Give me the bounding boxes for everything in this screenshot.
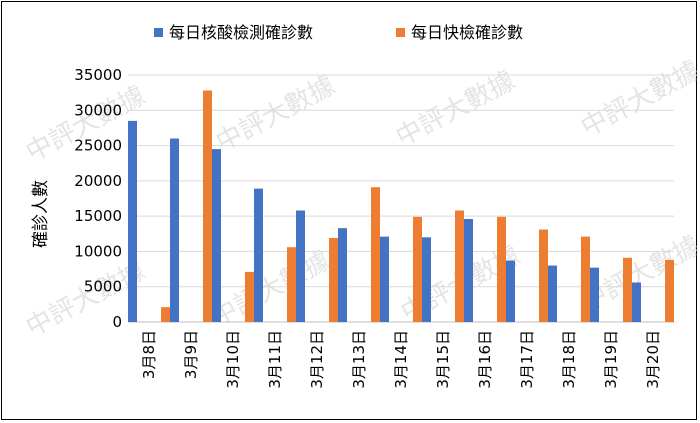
watermark-text: 中評大數據 (206, 246, 335, 334)
legend-label: 每日核酸檢測確診數 (169, 23, 313, 42)
bar-rapid-test (581, 236, 590, 322)
y-tick-label: 0 (112, 313, 122, 331)
bar-nucleic-acid (548, 265, 557, 322)
bar-rapid-test (203, 90, 212, 322)
y-axis-label: 確診人數 (31, 180, 51, 248)
x-tick-label: 3月19日 (602, 330, 620, 389)
bar-nucleic-acid (338, 228, 347, 322)
y-tick-label: 5000 (84, 278, 122, 296)
watermark-text: 中評大數據 (211, 71, 340, 159)
x-tick-label: 3月10日 (224, 330, 242, 389)
bars (128, 90, 674, 322)
x-tick-label: 3月20日 (644, 330, 662, 389)
x-tick-label: 3月16日 (476, 330, 494, 389)
bar-rapid-test (245, 271, 254, 322)
y-tick-label: 10000 (74, 242, 122, 260)
x-tick-label: 3月18日 (560, 330, 578, 389)
bar-rapid-test (623, 257, 632, 322)
bar-nucleic-acid (506, 260, 515, 322)
bar-nucleic-acid (422, 237, 431, 322)
bar-nucleic-acid (170, 138, 179, 322)
legend-label: 每日快檢確診數 (411, 23, 523, 42)
x-tick-label: 3月12日 (308, 330, 326, 389)
bar-nucleic-acid (380, 236, 389, 322)
x-tick-label: 3月17日 (518, 330, 536, 389)
bar-nucleic-acid (128, 120, 137, 322)
y-axis-ticks: 0 5000 10000 15000 20000 25000 30000 35000 (74, 66, 122, 331)
bar-nucleic-acid (212, 149, 221, 322)
x-tick-label: 3月11日 (266, 330, 284, 389)
bar-nucleic-acid (254, 188, 263, 322)
legend-swatch (154, 28, 163, 37)
bar-rapid-test (455, 210, 464, 322)
x-tick-label: 3月15日 (434, 330, 452, 389)
legend-swatch (396, 28, 405, 37)
x-tick-label: 3月8日 (140, 330, 158, 379)
bar-nucleic-acid (296, 210, 305, 322)
bar-nucleic-acid (632, 282, 641, 322)
x-tick-label: 3月13日 (350, 330, 368, 389)
y-tick-label: 25000 (74, 137, 122, 155)
bar-rapid-test (371, 187, 380, 322)
watermark-text: 中評大數據 (576, 56, 698, 144)
y-tick-label: 20000 (74, 172, 122, 190)
bar-rapid-test (665, 259, 674, 322)
bar-rapid-test (413, 216, 422, 322)
bar-nucleic-acid (590, 267, 599, 322)
bar-nucleic-acid (464, 218, 473, 322)
y-tick-label: 35000 (74, 66, 122, 84)
bar-rapid-test (539, 229, 548, 322)
bar-rapid-test (161, 307, 170, 322)
bar-rapid-test (497, 216, 506, 322)
bar-rapid-test (329, 238, 338, 322)
x-tick-label: 3月14日 (392, 330, 410, 389)
legend: 每日核酸檢測確診數 每日快檢確診數 (154, 23, 523, 42)
bar-rapid-test (287, 247, 296, 322)
watermark-text: 中評大數據 (391, 66, 520, 154)
x-tick-label: 3月9日 (182, 330, 200, 379)
y-tick-label: 15000 (74, 207, 122, 225)
y-tick-label: 30000 (74, 101, 122, 119)
x-axis-ticks: 3月8日 3月9日 3月10日 3月11日 3月12日 3月13日 3月14日 3月15日 3月… (140, 330, 662, 389)
